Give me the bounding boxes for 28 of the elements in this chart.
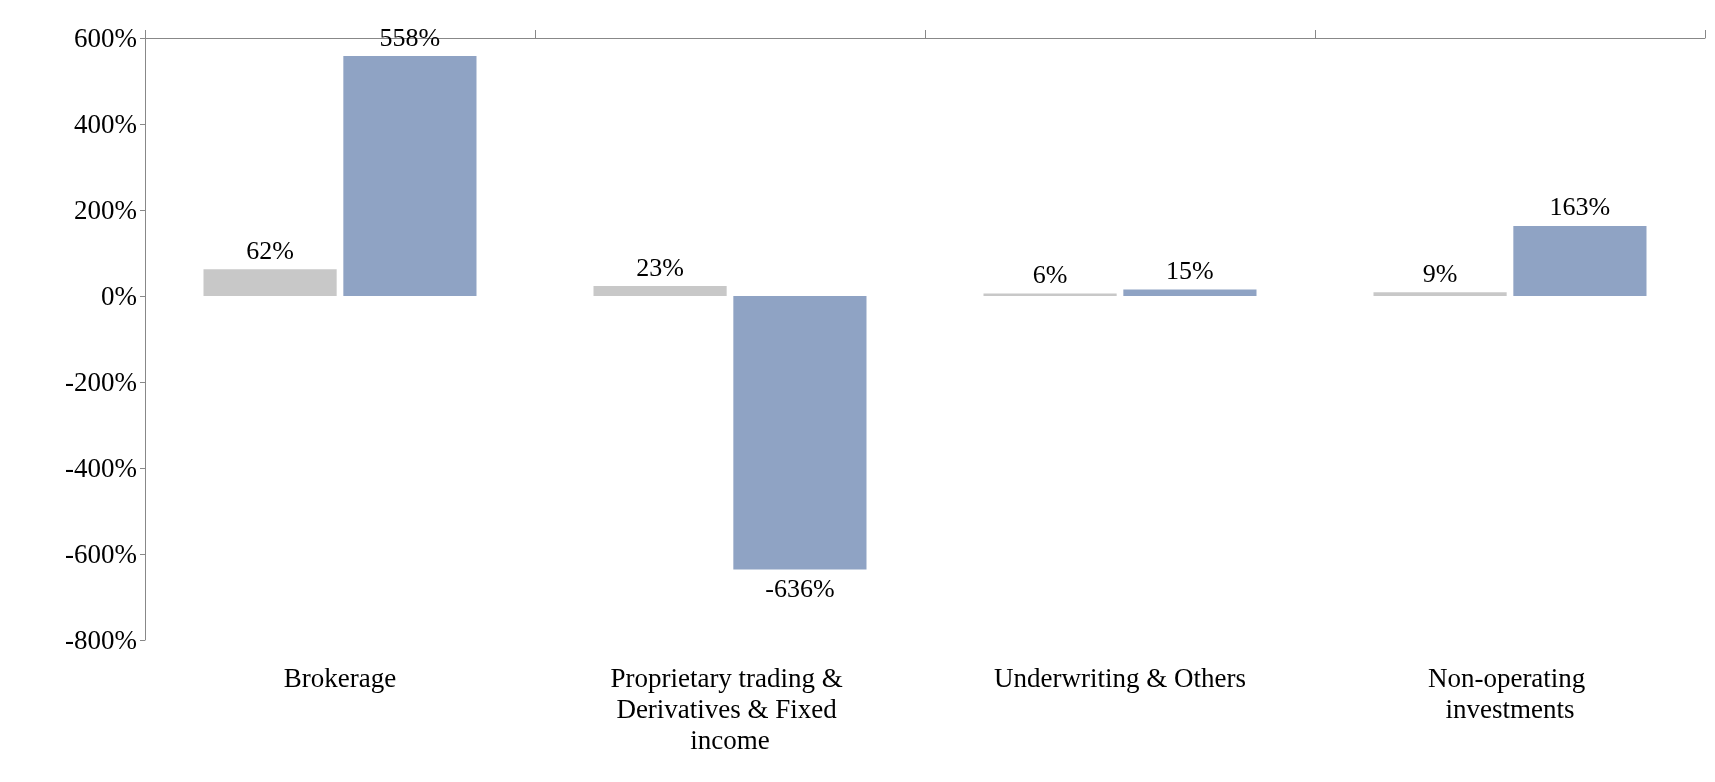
data-label: 163% [1549,192,1611,222]
x-tick-label: Underwriting & Others [994,662,1246,693]
bar [1513,225,1647,296]
data-label: 558% [379,22,441,52]
y-tick-label: -400% [65,453,137,483]
y-tick-label: 600% [74,23,137,53]
data-label: 15% [1166,256,1214,286]
x-tick-label: Non-operating investments [1427,662,1593,724]
bar [1373,292,1507,296]
bar [593,286,727,296]
bar [343,56,477,296]
y-tick-label: 400% [74,109,137,139]
bar [203,269,337,296]
bar [733,296,867,570]
y-tick-label: -800% [65,625,137,655]
y-tick-label: -200% [65,367,137,397]
x-tick-label: Proprietary trading & Derivatives & Fixed income [610,662,850,755]
data-label: 62% [246,235,294,265]
data-label: -636% [765,573,835,603]
y-tick-label: 0% [101,281,137,311]
x-tick-label: Brokerage [283,662,397,693]
data-label: 6% [1032,259,1068,289]
bar [983,293,1117,296]
data-label: 23% [636,252,684,282]
data-label: 9% [1422,258,1458,288]
bar [1123,289,1257,296]
y-tick-label: -600% [65,539,137,569]
y-tick-label: 200% [74,195,137,225]
